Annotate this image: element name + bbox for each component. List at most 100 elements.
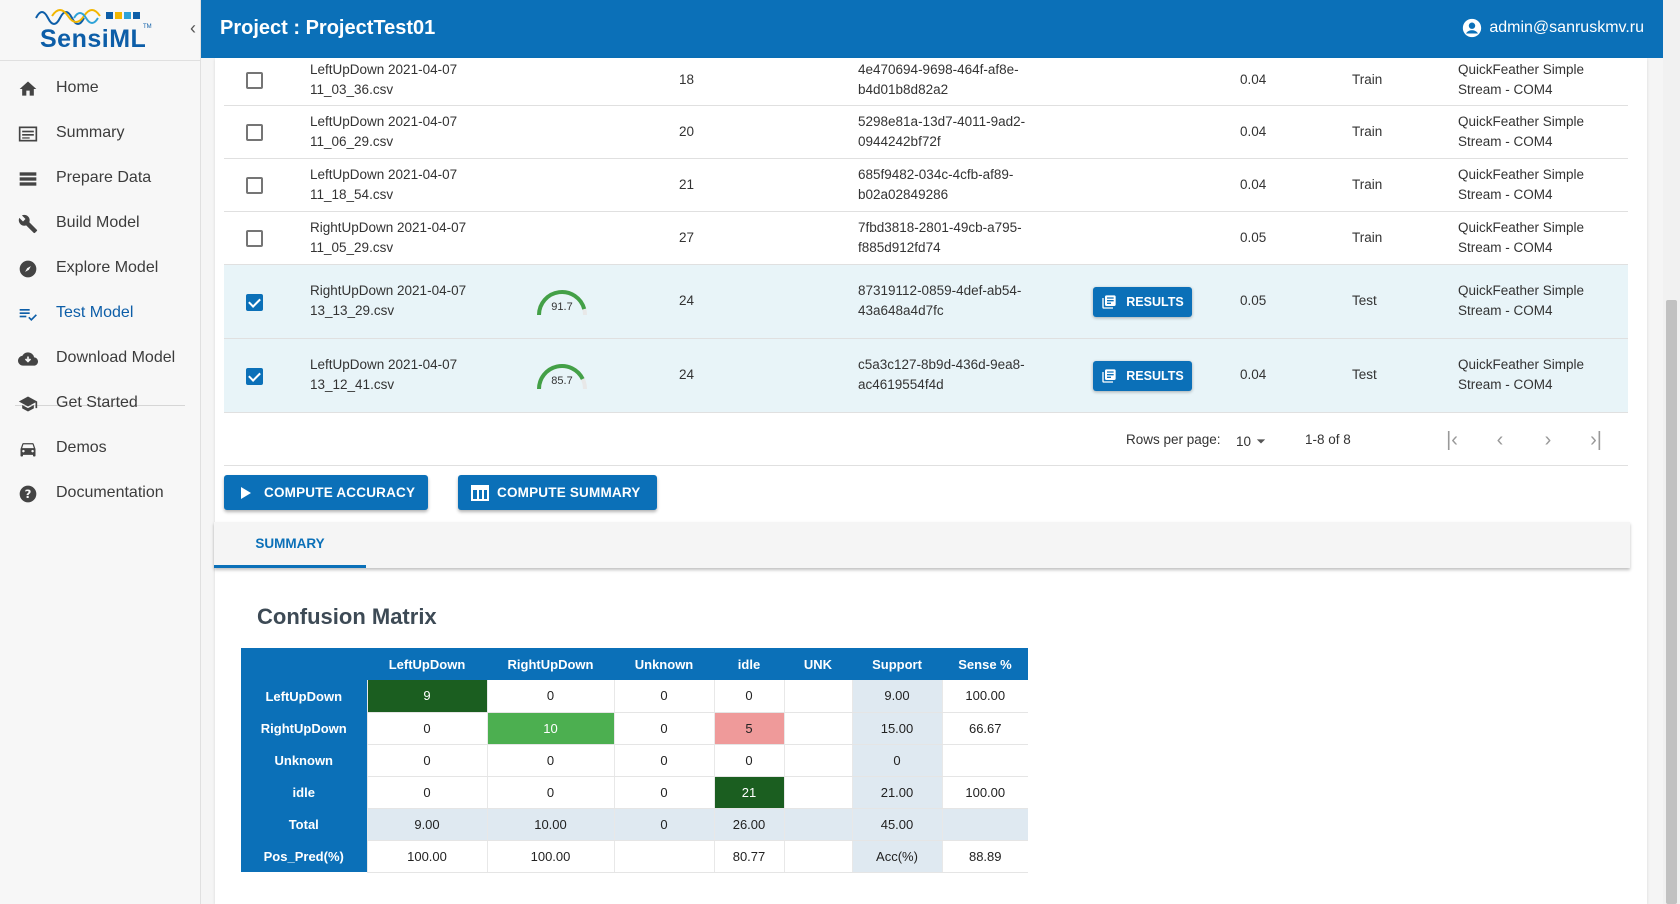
nav-label: Build Model xyxy=(56,214,140,231)
file-size: 0.05 xyxy=(1240,230,1267,245)
compute-accuracy-button[interactable]: COMPUTE ACCURACY xyxy=(224,475,428,510)
cloud-download-icon xyxy=(18,352,38,366)
user-email: admin@sanruskmv.ru xyxy=(1489,19,1644,36)
confusion-header-row: LeftUpDown RightUpDown Unknown idle UNK … xyxy=(241,648,1028,680)
results-label: RESULTS xyxy=(1126,369,1184,383)
file-name-line1: LeftUpDown 2021-04-07 xyxy=(310,357,458,372)
capture-uuid-line2: 43a648a4d7fc xyxy=(858,303,944,318)
gauge-arc-icon xyxy=(537,364,587,390)
source-line2: Stream - COM4 xyxy=(1458,134,1553,149)
compute-summary-button[interactable]: COMPUTE SUMMARY xyxy=(458,475,657,510)
confusion-total-row: Total 9.00 10.00 0 26.00 45.00 xyxy=(241,808,1028,841)
segment-count: 18 xyxy=(679,72,695,87)
arrow-drop-down-icon xyxy=(1256,439,1266,444)
confusion-header-cell: Sense % xyxy=(942,648,1028,680)
file-name-line2: 11_06_29.csv xyxy=(310,134,394,149)
nav-summary[interactable]: Summary xyxy=(0,110,200,158)
confusion-total-cell xyxy=(941,808,1028,841)
confusion-header-cell: LeftUpDown xyxy=(367,648,487,680)
logo-tm: TM xyxy=(143,24,152,30)
confusion-header-cell: idle xyxy=(714,648,784,680)
table-row[interactable]: LeftUpDown 2021-04-07 11_06_29.csv 20 52… xyxy=(224,106,1628,159)
source-line1: QuickFeather Simple xyxy=(1458,220,1585,235)
next-page-icon[interactable]: › xyxy=(1544,429,1552,451)
nav-divider xyxy=(15,405,185,406)
library-books-icon xyxy=(1102,295,1116,309)
play-icon xyxy=(241,486,251,499)
page-range: 1-8 of 8 xyxy=(1305,432,1351,447)
confusion-matrix-table: LeftUpDown RightUpDown Unknown idle UNK … xyxy=(241,648,1028,873)
confusion-row-label: Unknown xyxy=(241,744,367,776)
confusion-row: idle 0 0 0 21 21.00 100.00 xyxy=(241,776,1028,809)
file-size: 0.04 xyxy=(1240,72,1267,87)
confusion-total-cell: 9.00 xyxy=(366,808,487,841)
nav-get-started[interactable]: Get Started xyxy=(0,380,200,428)
confusion-cell: 0 xyxy=(486,776,614,809)
row-checkbox[interactable] xyxy=(246,230,263,247)
confusion-cell xyxy=(783,712,852,745)
file-size: 0.04 xyxy=(1240,124,1267,139)
confusion-row: RightUpDown 0 10 0 5 15.00 66.67 xyxy=(241,712,1028,745)
result-tabs: SUMMARY xyxy=(214,522,1630,568)
last-page-icon[interactable]: ›| xyxy=(1590,429,1602,451)
source-line1: QuickFeather Simple xyxy=(1458,62,1585,77)
capture-uuid-line1: 5298e81a-13d7-4011-9ad2- xyxy=(858,114,1026,129)
nav-documentation[interactable]: ? Documentation xyxy=(0,470,200,518)
file-name-line1: LeftUpDown 2021-04-07 xyxy=(310,114,458,129)
results-button[interactable]: RESULTS xyxy=(1093,287,1192,317)
sensiml-logo[interactable]: SensiML TM xyxy=(0,0,200,61)
nav-prepare-data[interactable]: Prepare Data xyxy=(0,155,200,203)
table-row[interactable]: LeftUpDown 2021-04-07 13_12_41.csv 85.7 … xyxy=(224,339,1628,413)
storage-icon xyxy=(19,172,37,186)
first-page-icon[interactable]: |‹ xyxy=(1446,429,1458,451)
confusion-cell: 0 xyxy=(486,744,614,777)
nav-demos[interactable]: Demos xyxy=(0,425,200,473)
nav-build-model[interactable]: Build Model xyxy=(0,200,200,248)
confusion-header-corner xyxy=(241,648,367,680)
file-name-line1: RightUpDown 2021-04-07 xyxy=(310,220,467,235)
row-checkbox[interactable] xyxy=(246,177,263,194)
confusion-sense-cell: 100.00 xyxy=(941,776,1028,809)
file-name-line2: 11_18_54.csv xyxy=(310,187,394,202)
nav-label: Home xyxy=(56,79,99,96)
confusion-cell: 0 xyxy=(613,712,714,745)
nav-label: Documentation xyxy=(56,484,164,501)
file-name-line1: LeftUpDown 2021-04-07 xyxy=(310,62,458,77)
confusion-total-cell: 26.00 xyxy=(713,808,784,841)
file-name-line2: 13_12_41.csv xyxy=(310,377,395,392)
user-menu[interactable]: admin@sanruskmv.ru xyxy=(1461,17,1644,39)
segment-count: 21 xyxy=(679,177,695,192)
capture-uuid-line1: 7fbd3818-2801-49cb-a795- xyxy=(858,220,1022,235)
confusion-row-label: Total xyxy=(241,808,367,840)
nav-explore-model[interactable]: Explore Model xyxy=(0,245,200,293)
collapse-sidebar-button[interactable]: ‹ xyxy=(190,18,196,38)
library-books-icon xyxy=(1102,369,1116,383)
confusion-sense-cell: 100.00 xyxy=(941,680,1028,713)
tab-summary[interactable]: SUMMARY xyxy=(214,522,366,568)
nav-download-model[interactable]: Download Model xyxy=(0,335,200,383)
svg-text:?: ? xyxy=(25,487,32,501)
nav-home[interactable]: Home xyxy=(0,65,200,113)
confusion-matrix-title: Confusion Matrix xyxy=(257,604,437,629)
set-type: Train xyxy=(1352,230,1383,245)
rows-per-page-select[interactable]: 10 xyxy=(1236,431,1271,451)
row-checkbox[interactable] xyxy=(246,124,263,141)
table-row[interactable]: RightUpDown 2021-04-07 11_05_29.csv 27 7… xyxy=(224,212,1628,265)
source-line1: QuickFeather Simple xyxy=(1458,283,1585,298)
confusion-header-cell: Support xyxy=(852,648,942,680)
table-row[interactable]: LeftUpDown 2021-04-07 11_18_54.csv 21 68… xyxy=(224,159,1628,212)
scrollbar-thumb[interactable] xyxy=(1666,300,1677,904)
accuracy-gauge: 85.7 xyxy=(535,359,593,393)
previous-page-icon[interactable]: ‹ xyxy=(1496,429,1504,451)
nav-label: Prepare Data xyxy=(56,169,152,186)
nav-test-model[interactable]: Test Model xyxy=(0,290,200,338)
table-row[interactable]: RightUpDown 2021-04-07 13_13_29.csv 91.7… xyxy=(224,265,1628,339)
row-checkbox[interactable] xyxy=(246,368,263,385)
confusion-header-cell: UNK xyxy=(784,648,852,680)
row-checkbox[interactable] xyxy=(246,294,263,311)
results-button[interactable]: RESULTS xyxy=(1093,361,1192,391)
confusion-cell: 9 xyxy=(366,680,487,713)
row-checkbox[interactable] xyxy=(246,72,263,89)
table-row[interactable]: LeftUpDown 2021-04-07 11_03_36.csv 18 4e… xyxy=(224,58,1628,106)
app-header: Project : ProjectTest01 admin@sanruskmv.… xyxy=(201,0,1663,58)
